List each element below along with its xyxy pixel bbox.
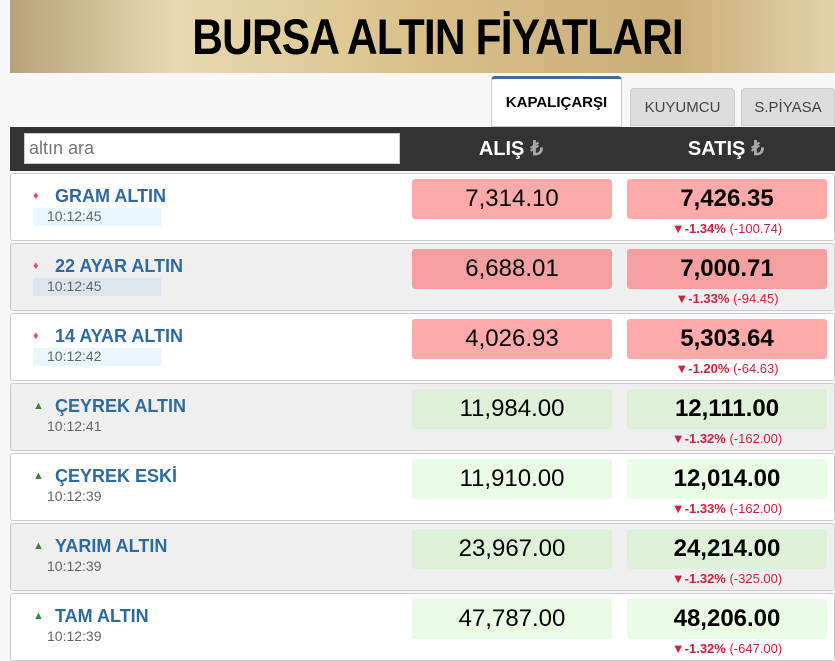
tab-kapalicarsi[interactable]: KAPALIÇARŞI	[491, 76, 622, 127]
update-time: 10:12:41	[47, 418, 102, 434]
banner-title: BURSA ALTIN FİYATLARI	[192, 8, 683, 65]
arrow-down-icon: ♦	[33, 190, 39, 202]
alis-price: 4,026.93	[412, 319, 612, 359]
change-percent: ▼-1.34%	[671, 221, 726, 236]
arrow-up-icon: ▲	[33, 470, 44, 482]
change-amount: (-64.63)	[733, 361, 779, 376]
gold-name[interactable]: 14 AYAR ALTIN	[55, 326, 184, 346]
satis-price: 7,000.71	[627, 249, 827, 289]
satis-price: 5,303.64	[627, 319, 827, 359]
change: ▼-1.32% (-647.00)	[627, 641, 827, 656]
alis-price: 6,688.01	[412, 249, 612, 289]
alis-price: 11,910.00	[412, 459, 612, 499]
change: ▼-1.32% (-325.00)	[627, 571, 827, 586]
change-percent: ▼-1.32%	[671, 641, 726, 656]
gold-name[interactable]: ÇEYREK ALTIN	[55, 396, 187, 416]
change-percent: ▼-1.32%	[671, 571, 726, 586]
change: ▼-1.33% (-94.45)	[627, 291, 827, 306]
gold-name[interactable]: GRAM ALTIN	[55, 186, 166, 206]
alis-price: 23,967.00	[412, 529, 612, 569]
update-time: 10:12:45	[33, 208, 161, 226]
table-row[interactable]: ♦ 22 AYAR ALTIN 10:12:45 6,688.01 7,000.…	[10, 243, 835, 311]
change-amount: (-647.00)	[729, 641, 783, 656]
arrow-up-icon: ▲	[33, 540, 44, 552]
lira-icon: ₺	[751, 138, 765, 160]
table-row[interactable]: ▲ TAM ALTIN 10:12:39 47,787.00 48,206.00…	[10, 593, 835, 661]
update-time: 10:12:39	[47, 558, 102, 574]
table-row[interactable]: ▲ ÇEYREK ESKİ 10:12:39 11,910.00 12,014.…	[10, 453, 835, 521]
arrow-up-icon: ▲	[33, 400, 44, 412]
gold-name[interactable]: TAM ALTIN	[55, 606, 149, 626]
alis-label: ALIŞ	[478, 138, 525, 160]
banner: BURSA ALTIN FİYATLARI	[10, 0, 835, 73]
satis-price: 48,206.00	[627, 599, 827, 639]
alis-price: 11,984.00	[412, 389, 612, 429]
change-amount: (-94.45)	[733, 291, 779, 306]
satis-label: SATIŞ	[687, 138, 746, 160]
change: ▼-1.34% (-100.74)	[627, 221, 827, 236]
gold-name[interactable]: YARIM ALTIN	[55, 536, 168, 556]
arrow-down-icon: ♦	[33, 260, 39, 272]
alis-price: 7,314.10	[412, 179, 612, 219]
change: ▼-1.33% (-162.00)	[627, 501, 827, 516]
arrow-up-icon: ▲	[33, 610, 44, 622]
satis-price: 12,014.00	[627, 459, 827, 499]
lira-icon: ₺	[530, 138, 544, 160]
change-amount: (-325.00)	[729, 571, 783, 586]
change-percent: ▼-1.20%	[675, 361, 730, 376]
change: ▼-1.20% (-64.63)	[627, 361, 827, 376]
change-percent: ▼-1.32%	[671, 431, 726, 446]
change-percent: ▼-1.33%	[671, 501, 726, 516]
change-amount: (-162.00)	[729, 431, 783, 446]
satis-header: SATIŞ ₺	[626, 136, 826, 161]
tab-kuyumcu[interactable]: KUYUMCU	[630, 88, 735, 126]
update-time: 10:12:39	[47, 488, 102, 504]
table-row[interactable]: ♦ GRAM ALTIN 10:12:45 7,314.10 7,426.35 …	[10, 173, 835, 241]
satis-price: 12,111.00	[627, 389, 827, 429]
arrow-down-icon: ♦	[33, 330, 39, 342]
table-row[interactable]: ♦ 14 AYAR ALTIN 10:12:42 4,026.93 5,303.…	[10, 313, 835, 381]
tab-s-piyasa[interactable]: S.PİYASA	[741, 88, 835, 126]
change-amount: (-162.00)	[729, 501, 783, 516]
update-time: 10:12:42	[33, 348, 161, 366]
gold-name[interactable]: ÇEYREK ESKİ	[55, 466, 178, 486]
satis-price: 7,426.35	[627, 179, 827, 219]
table-row[interactable]: ▲ ÇEYREK ALTIN 10:12:41 11,984.00 12,111…	[10, 383, 835, 451]
gold-name[interactable]: 22 AYAR ALTIN	[55, 256, 184, 276]
table-row[interactable]: ▲ YARIM ALTIN 10:12:39 23,967.00 24,214.…	[10, 523, 835, 591]
satis-price: 24,214.00	[627, 529, 827, 569]
change-amount: (-100.74)	[729, 221, 783, 236]
alis-price: 47,787.00	[412, 599, 612, 639]
alis-header: ALIŞ ₺	[411, 136, 611, 161]
table-header: ALIŞ₺ SATIŞ₺	[10, 127, 835, 171]
change-percent: ▼-1.33%	[675, 291, 730, 306]
update-time: 10:12:45	[33, 278, 161, 296]
update-time: 10:12:39	[47, 628, 102, 644]
search-input[interactable]	[24, 133, 400, 164]
change: ▼-1.32% (-162.00)	[627, 431, 827, 446]
